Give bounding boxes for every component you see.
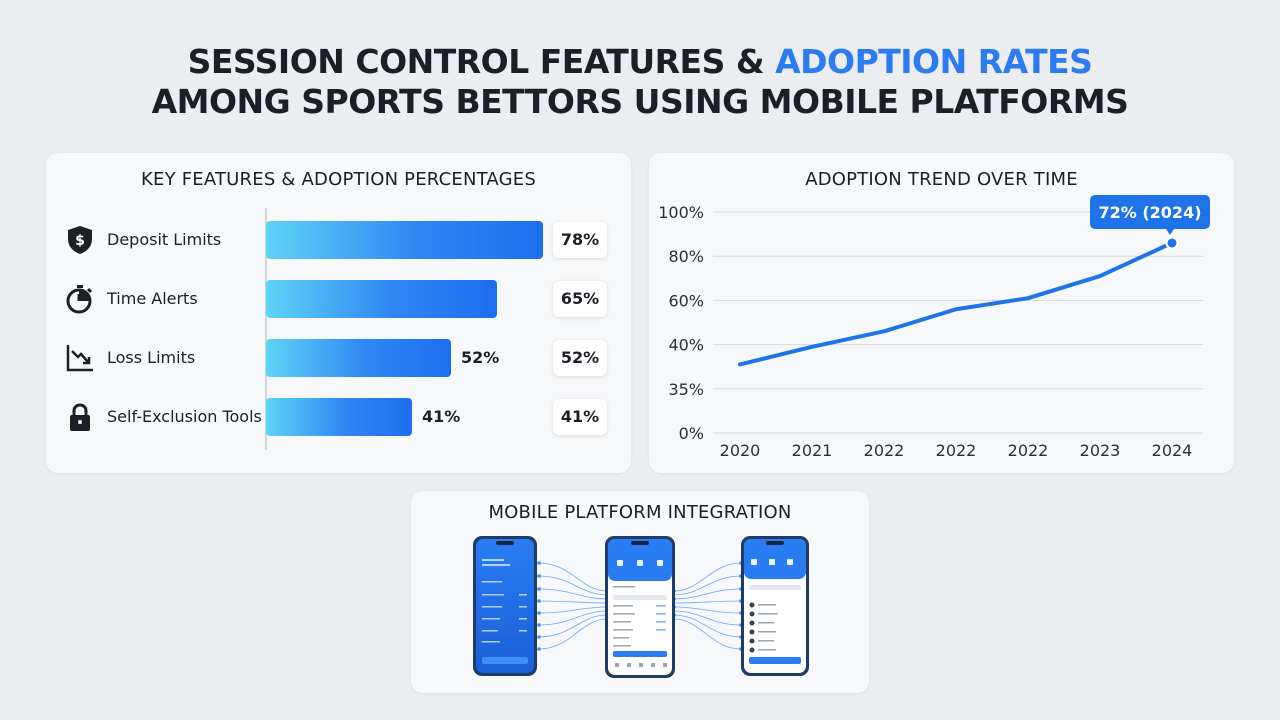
features-panel-title: KEY FEATURES & ADOPTION PERCENTAGES bbox=[141, 169, 536, 190]
feature-bar bbox=[266, 339, 451, 377]
feature-bar bbox=[266, 398, 412, 436]
mobile-phones-illustration bbox=[473, 536, 809, 678]
x-tick-label: 2021 bbox=[792, 441, 833, 460]
y-tick-label: 80% bbox=[668, 247, 704, 266]
title-text: SESSION CONTROL FEATURES & bbox=[187, 42, 776, 81]
x-tick-label: 2022 bbox=[936, 441, 977, 460]
bar-value-label: 41% bbox=[422, 407, 461, 426]
y-tick-label: 60% bbox=[668, 291, 704, 310]
trend-end-point bbox=[1165, 236, 1179, 250]
callout-box bbox=[1090, 195, 1210, 229]
phone-center bbox=[605, 536, 675, 678]
mobile-panel: MOBILE PLATFORM INTEGRATION bbox=[411, 491, 869, 693]
x-tick-label: 2022 bbox=[1008, 441, 1049, 460]
x-tick-label: 2020 bbox=[720, 441, 761, 460]
value-pill: 65% bbox=[553, 281, 607, 317]
value-pill: 41% bbox=[553, 399, 607, 435]
trend-line-chart: 0% 35% 40% 60% 80% 100% 2020 2021 2022 2022 2022 20… bbox=[658, 195, 1210, 460]
callout-label: 72% (2024) bbox=[1098, 203, 1201, 222]
connection-lines-right bbox=[673, 562, 742, 650]
svg-text:$: $ bbox=[75, 233, 85, 249]
stopwatch-icon bbox=[64, 283, 96, 315]
feature-row: Loss Limits 52% 52% bbox=[46, 338, 631, 378]
y-tick-label: 35% bbox=[668, 380, 704, 399]
mobile-panel-title: MOBILE PLATFORM INTEGRATION bbox=[488, 502, 792, 523]
connection-dots-left bbox=[537, 561, 609, 651]
value-pill: 78% bbox=[553, 222, 607, 258]
lock-icon bbox=[64, 401, 96, 433]
page-title-line-1: SESSION CONTROL FEATURES & ADOPTION RATE… bbox=[0, 42, 1280, 82]
title-accent: ADOPTION RATES bbox=[775, 42, 1093, 81]
x-tick-label: 2022 bbox=[864, 441, 905, 460]
trend-down-icon bbox=[64, 342, 96, 374]
trend-panel-title: ADOPTION TREND OVER TIME bbox=[805, 169, 1078, 190]
connection-dots-right bbox=[672, 561, 743, 651]
bar-axis-line bbox=[265, 208, 267, 450]
x-tick-label: 2023 bbox=[1080, 441, 1121, 460]
feature-bar bbox=[266, 221, 543, 259]
y-tick-label: 0% bbox=[679, 424, 704, 443]
feature-row: Self-Exclusion Tools 41% 41% bbox=[46, 397, 631, 437]
phone-right bbox=[741, 536, 809, 676]
connection-lines-left bbox=[538, 562, 608, 650]
feature-label: Loss Limits bbox=[107, 348, 196, 367]
y-tick-label: 100% bbox=[658, 203, 704, 222]
page-title: SESSION CONTROL FEATURES & ADOPTION RATE… bbox=[0, 42, 1280, 122]
feature-bar bbox=[266, 280, 497, 318]
shield-dollar-icon: $ bbox=[64, 224, 96, 256]
features-panel: KEY FEATURES & ADOPTION PERCENTAGES $ Dep… bbox=[46, 153, 631, 473]
x-tick-label: 2024 bbox=[1152, 441, 1193, 460]
phone-left bbox=[473, 536, 537, 676]
y-tick-label: 40% bbox=[668, 336, 704, 355]
value-pill: 52% bbox=[553, 340, 607, 376]
feature-label: Self-Exclusion Tools bbox=[107, 407, 262, 426]
bar-value-label: 52% bbox=[461, 348, 500, 367]
feature-label: Deposit Limits bbox=[107, 230, 222, 249]
feature-row: $ Deposit Limits 78% bbox=[46, 220, 631, 260]
page-title-line-2: AMONG SPORTS BETTORS USING MOBILE PLATFO… bbox=[151, 82, 1129, 121]
trend-series-line bbox=[738, 240, 1174, 367]
feature-label: Time Alerts bbox=[107, 289, 198, 308]
trend-panel: ADOPTION TREND OVER TIME 0% 35% 40% 60% 80% 1… bbox=[649, 153, 1234, 473]
callout-pointer bbox=[1166, 229, 1174, 235]
feature-row: Time Alerts 65% bbox=[46, 279, 631, 319]
